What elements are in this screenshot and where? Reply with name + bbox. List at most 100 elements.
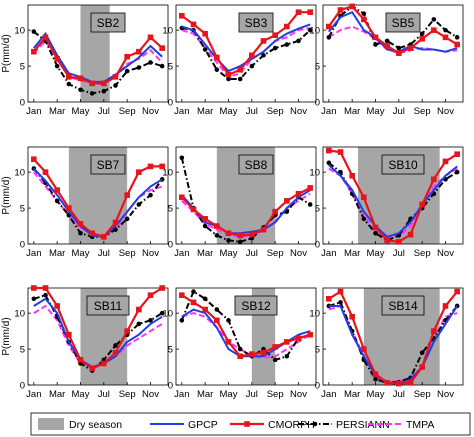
persiann-point xyxy=(31,29,37,34)
panel-sb14: Jan Mar May Jul Sep Nov 0 5 10 SB14 xyxy=(309,287,464,400)
y-tick-label: 10 xyxy=(309,168,320,179)
x-tick-label: Sep xyxy=(119,389,136,400)
cmorph-point xyxy=(214,54,220,61)
cmorph-point xyxy=(284,23,290,30)
persiann-point xyxy=(136,65,142,70)
subbasin-label: SB3 xyxy=(245,16,268,30)
subbasin-label-box xyxy=(381,295,425,316)
persiann-point xyxy=(419,31,425,37)
cmorph-point xyxy=(307,9,313,15)
cmorph-point xyxy=(337,288,344,295)
cmorph-point xyxy=(77,357,84,363)
cmorph-point xyxy=(272,32,278,38)
subbasin-label-box xyxy=(381,154,425,175)
cmorph-point xyxy=(307,331,313,338)
x-tick-label: Mar xyxy=(344,248,360,259)
cmorph-point xyxy=(237,232,243,239)
legend-label: Dry season xyxy=(69,419,122,431)
persiann-point xyxy=(454,169,460,175)
x-tick-label: May xyxy=(367,248,385,259)
cmorph-point xyxy=(112,74,119,80)
x-tick-label: Sep xyxy=(267,106,284,117)
persiann-point xyxy=(179,318,185,323)
persiann-point xyxy=(226,318,231,323)
cmorph-point xyxy=(326,147,332,154)
cmorph-point xyxy=(442,303,449,309)
persiann-point xyxy=(431,17,437,22)
cmorph-point xyxy=(260,226,267,233)
x-tick-label: Jan xyxy=(321,248,336,259)
x-tick-label: Sep xyxy=(267,248,284,259)
panel-sb8: Jan Mar May Jul Sep Nov 0 5 10 SB8 xyxy=(162,146,317,259)
persiann-point xyxy=(226,76,231,82)
persiann-point xyxy=(307,202,313,207)
cmorph-point xyxy=(31,156,37,163)
persiann-point xyxy=(89,91,95,96)
cmorph-point xyxy=(77,75,84,82)
cmorph-point xyxy=(396,239,402,245)
subbasin-label: SB2 xyxy=(97,16,120,30)
cmorph-point xyxy=(431,328,437,334)
axes-frame xyxy=(27,287,169,386)
y-tick-label: 10 xyxy=(309,26,320,37)
legend-marker xyxy=(312,421,318,427)
persiann-point xyxy=(373,230,378,236)
x-tick-label: Nov xyxy=(290,389,307,400)
subbasin-label: SB11 xyxy=(94,299,123,313)
y-tick-label: 0 xyxy=(20,381,25,392)
persiann-point xyxy=(148,318,153,323)
cmorph-point xyxy=(442,158,449,165)
cmorph-point xyxy=(396,50,402,56)
cmorph-point xyxy=(101,360,107,367)
y-tick-label: 0 xyxy=(168,381,173,392)
y-tick-label: 10 xyxy=(162,26,173,37)
cmorph-point xyxy=(159,285,165,291)
x-tick-label: Jul xyxy=(98,248,110,259)
x-tick-label: Jan xyxy=(174,106,189,117)
panel-sb11: Jan Mar May Jul Sep Nov 0 5 10P(mm/d) SB11 xyxy=(1,285,169,400)
y-axis-label: P(mm/d) xyxy=(1,34,12,72)
legend-marker xyxy=(244,421,250,427)
persiann-point xyxy=(43,292,48,298)
cmorph-point xyxy=(454,41,460,48)
y-tick-label: 10 xyxy=(162,309,173,320)
y-tick-label: 5 xyxy=(20,62,25,73)
cmorph-point xyxy=(190,299,197,306)
cmorph-point xyxy=(361,194,367,201)
axes-frame xyxy=(175,146,317,245)
persiann-point xyxy=(202,47,208,52)
x-tick-label: Nov xyxy=(437,248,454,259)
cmorph-point xyxy=(214,317,220,324)
cmorph-point xyxy=(190,21,197,28)
y-tick-label: 10 xyxy=(309,309,320,320)
persiann-line xyxy=(33,167,164,238)
cmorph-point xyxy=(407,45,414,51)
panel-sb7: Jan Mar May Jul Sep Nov 0 5 10P(mm/d) SB7 xyxy=(1,146,169,259)
cmorph-point xyxy=(307,185,313,191)
cmorph-point xyxy=(42,169,49,175)
axes-frame xyxy=(175,287,317,386)
persiann-point xyxy=(54,198,60,204)
y-tick-label: 0 xyxy=(20,240,25,251)
cmorph-point xyxy=(372,371,379,378)
persiann-point xyxy=(261,52,266,58)
axes-frame xyxy=(175,4,317,103)
x-tick-label: Jul xyxy=(246,389,258,400)
panel-sb3: Jan Mar May Jul Sep Nov 0 5 10 SB3 xyxy=(162,4,317,117)
x-tick-label: Jul xyxy=(246,106,258,117)
x-tick-label: Mar xyxy=(197,248,213,259)
subbasin-label-box xyxy=(238,12,274,33)
cmorph-point xyxy=(202,30,208,37)
cmorph-point xyxy=(284,339,290,345)
cmorph-point xyxy=(361,346,367,352)
x-tick-label: Nov xyxy=(437,106,454,117)
cmorph-point xyxy=(202,216,208,222)
subbasin-label: SB7 xyxy=(97,158,120,172)
cmorph-point xyxy=(349,3,355,10)
y-axis-label: P(mm/d) xyxy=(1,176,12,214)
cmorph-point xyxy=(384,43,390,49)
x-tick-label: Nov xyxy=(290,106,307,117)
cmorph-point xyxy=(101,234,107,240)
x-tick-label: Mar xyxy=(197,106,213,117)
x-tick-label: Nov xyxy=(142,389,159,400)
